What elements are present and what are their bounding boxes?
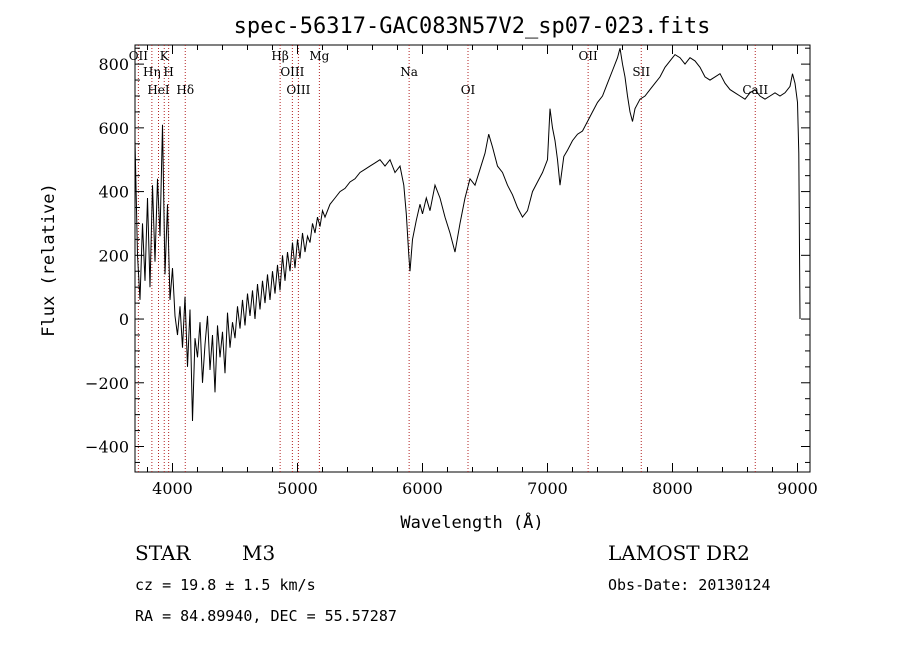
star-class: STAR <box>135 541 191 565</box>
y-tick-label: 0 <box>119 310 129 329</box>
line-label: SII <box>632 65 650 79</box>
chart-title: spec-56317-GAC083N57V2_sp07-023.fits <box>234 14 711 39</box>
line-label: K <box>160 49 170 63</box>
line-label: OII <box>129 49 149 63</box>
axis-tick-labels: 4000 5000 6000 7000 8000 9000 −400 −200 0 200 400 6… <box>85 55 818 498</box>
line-label: OIII <box>286 83 310 97</box>
line-label: Hη <box>143 65 161 79</box>
line-label: OI <box>461 83 476 97</box>
line-label: OII <box>578 49 598 63</box>
y-tick-label: 600 <box>98 119 129 138</box>
line-label: OIII <box>280 65 304 79</box>
y-tick-label: −400 <box>85 438 129 457</box>
y-axis-label: Flux (relative) <box>39 183 59 337</box>
line-label: Mg <box>309 49 329 63</box>
line-label: HeI <box>147 83 170 97</box>
line-label: Na <box>400 65 418 79</box>
x-tick-label: 5000 <box>277 479 318 498</box>
spectral-line-markers <box>137 45 756 472</box>
line-label: Hβ <box>271 49 288 63</box>
y-tick-label: −200 <box>85 374 129 393</box>
redshift-text: cz = 19.8 ± 1.5 km/s <box>135 576 316 594</box>
survey-name: LAMOST DR2 <box>608 541 750 565</box>
axis-ticks <box>135 45 810 472</box>
obs-date-text: Obs-Date: 20130124 <box>608 576 771 594</box>
x-tick-label: 6000 <box>402 479 443 498</box>
x-axis-label: Wavelength (Å) <box>400 511 543 533</box>
line-label: H <box>163 65 173 79</box>
line-label: Hδ <box>176 83 194 97</box>
y-tick-label: 200 <box>98 246 129 265</box>
y-tick-label: 400 <box>98 183 129 202</box>
radec-text: RA = 84.89940, DEC = 55.57287 <box>135 607 397 625</box>
x-tick-label: 7000 <box>527 479 568 498</box>
x-tick-label: 8000 <box>652 479 693 498</box>
y-tick-label: 800 <box>98 55 129 74</box>
x-tick-label: 9000 <box>777 479 818 498</box>
x-tick-label: 4000 <box>152 479 193 498</box>
plot-frame <box>134 44 811 473</box>
star-subclass: M3 <box>242 541 275 565</box>
flux-series-line <box>134 48 801 422</box>
